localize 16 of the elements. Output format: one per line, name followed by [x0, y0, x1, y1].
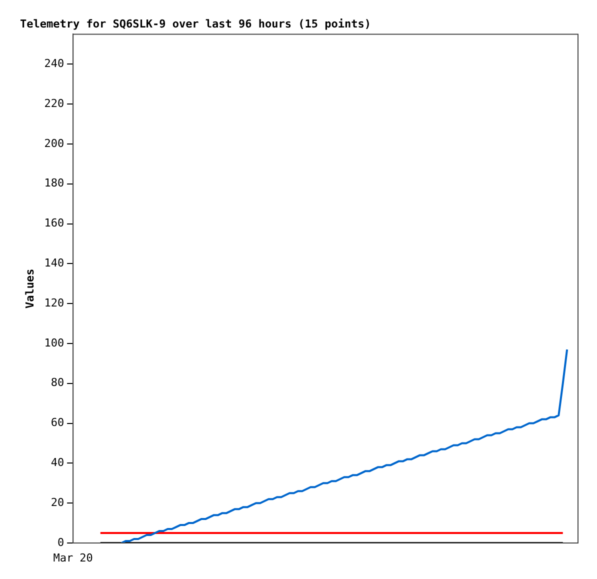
y-tick-label: 180 [44, 176, 64, 190]
y-tick-label: 100 [44, 336, 64, 350]
y-axis-title: Values [23, 268, 36, 308]
y-tick-label: 140 [44, 256, 64, 270]
y-tick-label: 80 [50, 376, 64, 390]
y-tick-label: 160 [44, 216, 64, 230]
y-tick-label: 20 [50, 496, 64, 509]
chart-title: Telemetry for SQ6SLK-9 over last 96 hours (15 points) [20, 17, 371, 30]
y-tick-label: 0 [57, 536, 64, 549]
y-tick-label: 240 [44, 56, 64, 70]
y-tick-label: 200 [44, 136, 64, 150]
y-tick-label: 220 [44, 96, 64, 110]
y-tick-label: 120 [44, 296, 64, 310]
y-tick-label: 40 [50, 456, 64, 470]
text: Mar 20 [53, 551, 93, 564]
y-tick-label: 60 [50, 416, 64, 430]
